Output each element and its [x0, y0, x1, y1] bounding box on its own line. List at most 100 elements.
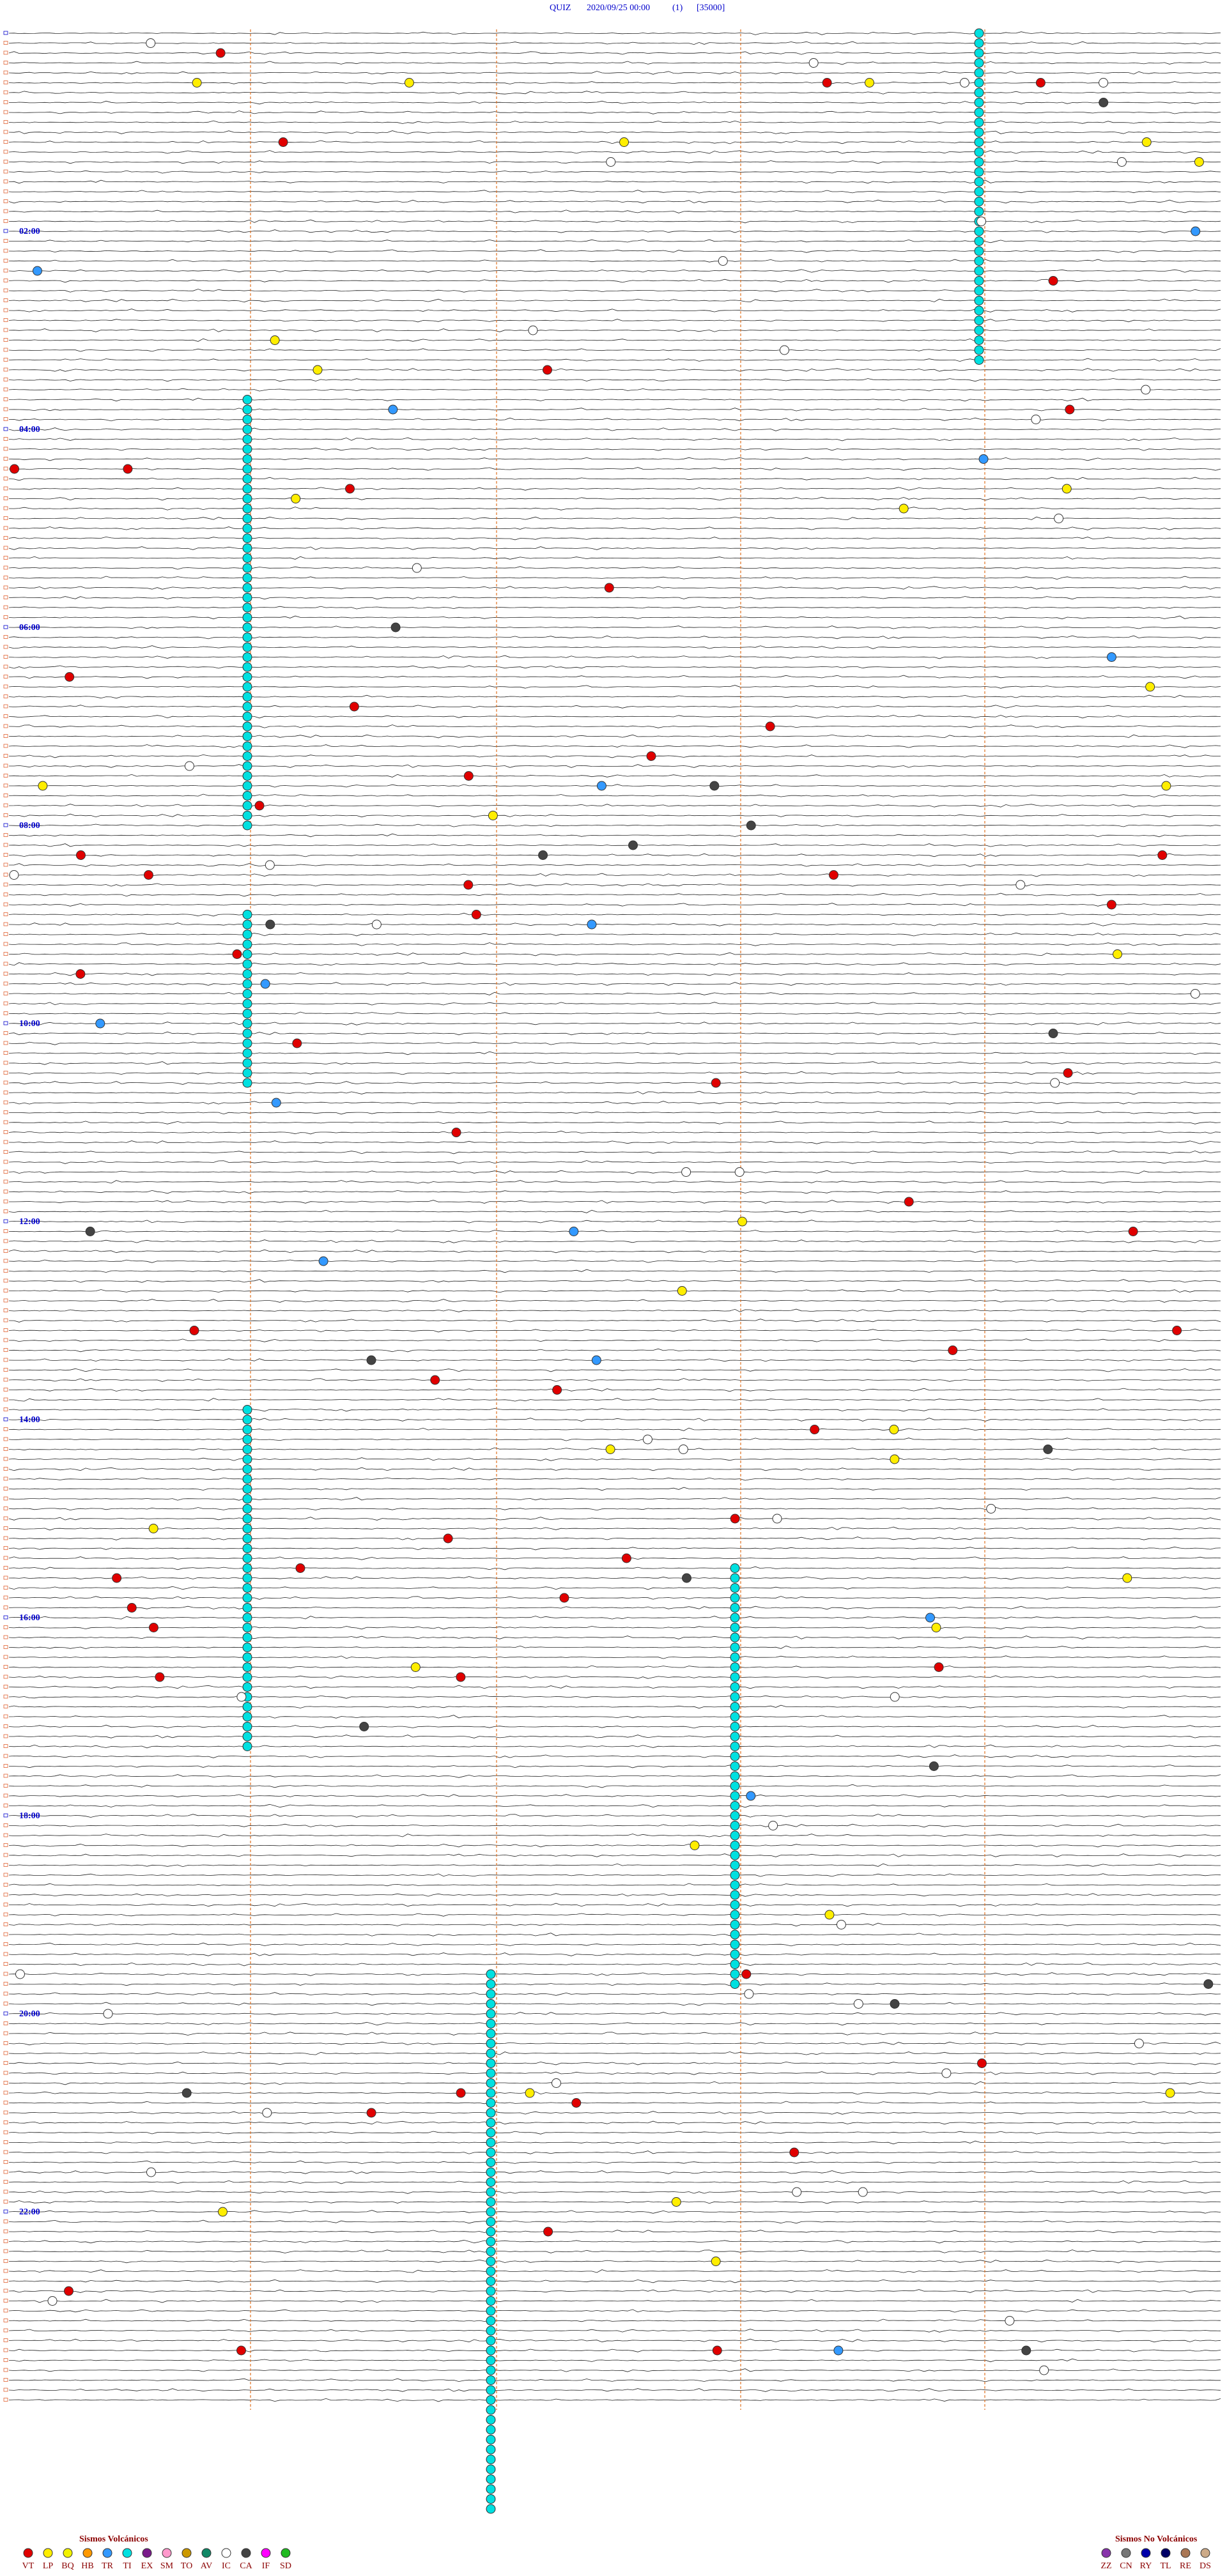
- trace: [8, 1091, 1221, 1095]
- legend-marker: [1141, 2548, 1151, 2558]
- event-marker: [242, 602, 252, 613]
- row-marker: [3, 486, 8, 491]
- event-marker: [242, 732, 252, 741]
- event-marker: [646, 751, 656, 761]
- event-marker: [217, 2207, 228, 2217]
- trace: [9, 496, 1221, 501]
- row-marker: [3, 130, 8, 134]
- row-marker: [3, 2110, 8, 2115]
- trace: [8, 279, 1221, 283]
- event-marker: [730, 1722, 740, 1731]
- event-marker: [232, 949, 242, 959]
- event-marker: [291, 494, 301, 503]
- event-marker: [242, 583, 252, 593]
- event-marker: [486, 2455, 496, 2464]
- trace: [9, 1398, 1221, 1402]
- event-marker: [730, 1979, 740, 1989]
- trace: [8, 714, 1221, 719]
- row-marker: [3, 1883, 8, 1887]
- trace: [8, 1229, 1221, 1233]
- trace: [8, 2220, 1221, 2224]
- event-marker: [1048, 1029, 1058, 1038]
- row-marker: [3, 605, 8, 610]
- row-marker: [3, 893, 8, 896]
- event-marker: [1172, 1326, 1182, 1335]
- event-marker: [792, 2187, 802, 2197]
- event-marker: [242, 712, 252, 721]
- event-marker: [486, 2207, 496, 2217]
- trace: [8, 2259, 1221, 2264]
- event-marker: [1005, 2316, 1015, 2326]
- event-marker: [1165, 2088, 1175, 2098]
- row-marker: [3, 2150, 8, 2154]
- trace: [8, 31, 1221, 35]
- row-marker: [3, 2299, 8, 2303]
- event-marker: [242, 1742, 252, 1751]
- event-marker: [606, 157, 616, 167]
- row-marker: [3, 61, 8, 65]
- row-marker: [3, 576, 8, 579]
- event-marker: [1145, 682, 1155, 692]
- event-marker: [974, 147, 984, 157]
- event-marker: [974, 78, 984, 88]
- event-marker: [486, 2296, 496, 2306]
- row-marker: [3, 477, 8, 480]
- legend-marker: [1180, 2548, 1191, 2558]
- legend-marker: [122, 2548, 132, 2558]
- legend-marker: [63, 2548, 73, 2558]
- event-marker: [974, 286, 984, 296]
- legend-label: EX: [141, 2561, 153, 2571]
- event-marker: [242, 1643, 252, 1652]
- event-marker: [242, 484, 252, 494]
- trace: [9, 863, 1221, 867]
- trace: [8, 1022, 1221, 1025]
- event-marker: [974, 187, 984, 197]
- row-marker: [3, 1764, 8, 1768]
- event-marker: [929, 1761, 939, 1771]
- event-marker: [242, 801, 252, 811]
- row-marker: [3, 1804, 8, 1807]
- row-marker: [3, 2061, 8, 2065]
- row-marker: [3, 338, 8, 342]
- row-marker: [3, 1972, 8, 1976]
- event-marker: [741, 1969, 752, 1979]
- row-marker: [3, 318, 8, 322]
- trace: [8, 1645, 1221, 1650]
- row-marker: [3, 397, 8, 401]
- event-marker: [242, 1722, 252, 1731]
- trace: [9, 1823, 1221, 1828]
- trace: [8, 249, 1221, 253]
- row-marker: [3, 2031, 8, 2035]
- event-marker: [10, 464, 20, 474]
- trace: [8, 2051, 1221, 2055]
- trace: [8, 1853, 1221, 1857]
- trace: [8, 1606, 1221, 1610]
- row-marker: [3, 536, 8, 540]
- trace: [8, 1061, 1221, 1065]
- event-marker: [681, 1573, 691, 1583]
- row-marker: [3, 556, 8, 560]
- row-marker: [3, 1942, 8, 1946]
- event-marker: [711, 1078, 721, 1088]
- event-marker: [734, 1167, 745, 1177]
- trace: [9, 1477, 1221, 1481]
- row-marker: [3, 595, 8, 599]
- legend-marker: [142, 2548, 152, 2558]
- row-marker: [3, 466, 8, 471]
- event-marker: [486, 2118, 496, 2128]
- trace: [8, 289, 1221, 293]
- row-marker: [3, 1952, 8, 1956]
- event-marker: [974, 88, 984, 98]
- row-marker: [3, 1615, 8, 1620]
- event-marker: [1039, 2365, 1049, 2375]
- trace: [8, 2289, 1221, 2293]
- event-marker: [730, 1771, 740, 1781]
- trace: [8, 2250, 1221, 2253]
- time-label: 18:00: [19, 1811, 40, 1821]
- event-marker: [974, 335, 984, 345]
- event-marker: [349, 702, 359, 712]
- row-marker: [3, 1625, 8, 1629]
- trace: [8, 1319, 1221, 1322]
- row-marker: [3, 1377, 8, 1382]
- event-marker: [242, 1632, 252, 1643]
